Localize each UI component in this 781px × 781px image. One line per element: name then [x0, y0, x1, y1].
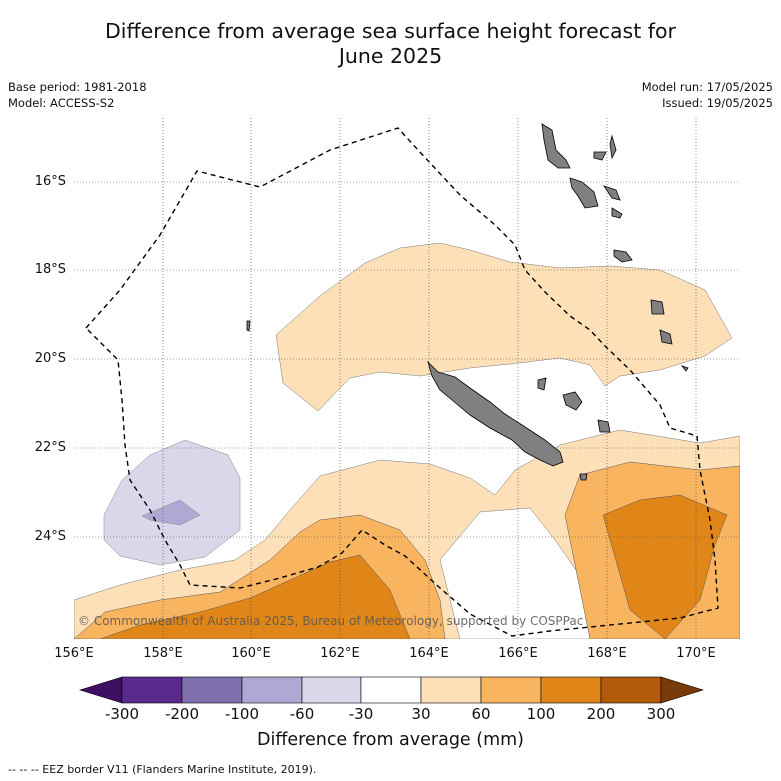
meta-left: Base period: 1981-2018 Model: ACCESS-S2	[8, 79, 147, 111]
colorbar-tick-label: -300	[104, 705, 140, 723]
colorbar-tick-label: 30	[411, 705, 431, 723]
new-caledonia-landmass	[427, 360, 564, 467]
graticule	[74, 118, 740, 639]
colorbar-tick-label: -60	[289, 705, 315, 723]
colorbar-bin	[301, 676, 362, 704]
anomaly-region-neg30-neg60	[103, 439, 241, 566]
eez-border-line	[85, 127, 719, 637]
meta-right: Model run: 17/05/2025 Issued: 19/05/2025	[642, 79, 773, 111]
eez-legend: -- -- -- EEZ border V11 (Flanders Marine…	[8, 763, 317, 776]
lon-label: 158°E	[143, 646, 183, 661]
map-plot-area	[74, 118, 740, 639]
colorbar-bin	[420, 676, 482, 704]
chesterfield-islet	[246, 320, 251, 332]
model-name: Model: ACCESS-S2	[8, 96, 115, 110]
issued-date: Issued: 19/05/2025	[662, 96, 773, 110]
lon-label: 166°E	[498, 646, 538, 661]
colorbar-tick-label: -100	[224, 705, 260, 723]
vanuatu-islands	[541, 123, 689, 372]
colorbar-tick-label: 100	[526, 705, 556, 723]
colorbar-bin	[241, 676, 303, 704]
lon-label: 168°E	[587, 646, 627, 661]
lat-label: 22°S	[34, 440, 66, 455]
colorbar-tick-label: 200	[586, 705, 616, 723]
colorbar-tick-label: 60	[471, 705, 491, 723]
lon-label: 156°E	[54, 646, 94, 661]
isle-of-pines	[579, 473, 588, 481]
colorbar-bin	[360, 676, 422, 704]
colorbar-extend-low	[78, 676, 123, 704]
loyalty-islands	[537, 377, 611, 433]
anomaly-region-100-200-sw	[99, 554, 411, 639]
anomaly-region-below-30-hole	[439, 507, 611, 639]
title-line-1: Difference from average sea surface heig…	[105, 19, 676, 43]
colorbar-bin	[480, 676, 542, 704]
lat-label: 24°S	[34, 529, 66, 544]
colorbar-bin	[181, 676, 243, 704]
lon-label: 162°E	[320, 646, 360, 661]
title-line-2: June 2025	[338, 44, 443, 68]
anomaly-region-30-60-north	[275, 242, 733, 412]
lat-label: 18°S	[34, 262, 66, 277]
anomaly-region-100-200-se	[602, 494, 728, 639]
lon-label: 164°E	[409, 646, 449, 661]
copyright-notice: © Commonwealth of Australia 2025, Bureau…	[78, 614, 584, 628]
colorbar-extend-high	[660, 676, 705, 704]
lon-label: 160°E	[231, 646, 271, 661]
colorbar-bin	[540, 676, 602, 704]
colorbar	[78, 676, 705, 704]
colorbar-tick-label: -30	[348, 705, 374, 723]
colorbar-bin	[121, 676, 183, 704]
map-title: Difference from average sea surface heig…	[0, 19, 781, 69]
colorbar-tick-label: -200	[164, 705, 200, 723]
model-run: Model run: 17/05/2025	[641, 80, 773, 94]
lat-label: 20°S	[34, 351, 66, 366]
colorbar-title: Difference from average (mm)	[256, 730, 525, 750]
base-period: Base period: 1981-2018	[8, 80, 147, 94]
colorbar-tick-label: 300	[646, 705, 676, 723]
lat-label: 16°S	[34, 174, 66, 189]
lon-label: 170°E	[676, 646, 716, 661]
anomaly-region-neg60-neg100	[141, 499, 201, 526]
colorbar-bin	[600, 676, 662, 704]
